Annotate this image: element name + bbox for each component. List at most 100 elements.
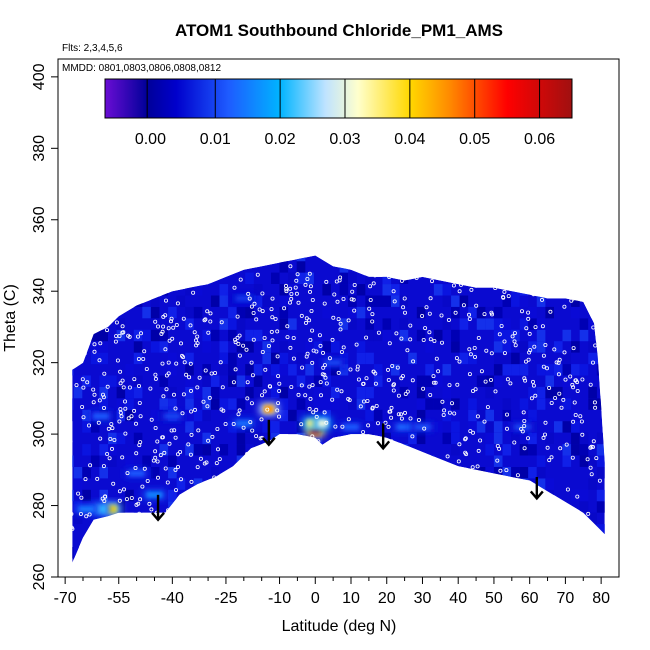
heatmap-cell	[236, 444, 246, 456]
heatmap-cell	[236, 467, 246, 479]
sample-marker	[276, 414, 281, 419]
heatmap-cell	[605, 410, 614, 421]
sample-marker	[526, 436, 531, 441]
heatmap-cell	[82, 295, 91, 307]
colorbar-tick-label: 0.01	[200, 131, 231, 148]
heatmap-cell	[210, 535, 220, 547]
sample-marker	[467, 347, 472, 352]
sample-marker	[92, 342, 97, 347]
heatmap-cell	[339, 364, 349, 376]
heatmap-cell	[493, 341, 503, 353]
sample-marker	[392, 525, 397, 530]
heatmap-cell	[562, 398, 572, 410]
sample-marker	[66, 408, 69, 411]
sample-marker	[169, 428, 174, 433]
heatmap-cell	[459, 352, 469, 365]
sample-marker	[366, 423, 371, 428]
sample-marker	[160, 435, 165, 440]
sample-marker	[499, 323, 504, 328]
heatmap-cell	[193, 501, 203, 513]
sample-marker	[383, 420, 388, 425]
heatmap-cell	[416, 432, 426, 445]
heatmap-cell	[210, 255, 220, 262]
sample-marker	[112, 437, 117, 442]
sample-marker	[403, 391, 408, 396]
heatmap-cell	[288, 501, 297, 513]
sample-marker	[474, 303, 479, 308]
heatmap-cell	[72, 547, 74, 559]
heatmap-cell	[133, 524, 143, 536]
sample-marker	[106, 426, 111, 431]
sample-marker	[322, 363, 327, 368]
sample-marker	[198, 456, 203, 461]
heatmap-cell	[537, 238, 546, 249]
heatmap-cell	[536, 341, 546, 353]
sample-marker	[187, 375, 192, 380]
heatmap-cell	[348, 512, 357, 525]
sample-marker	[557, 357, 562, 362]
heatmap-cell	[219, 318, 229, 330]
heatmap-cell	[99, 255, 108, 262]
heatmap-cell	[519, 318, 529, 330]
sample-marker	[314, 407, 319, 412]
sample-marker	[269, 329, 274, 334]
sample-marker	[251, 310, 256, 315]
heatmap-cell	[288, 455, 297, 467]
sample-marker	[117, 297, 122, 302]
heatmap-cell	[476, 467, 486, 479]
heatmap-cell	[588, 558, 597, 563]
sample-marker	[144, 366, 149, 371]
sample-marker	[376, 330, 381, 335]
y-tick-label: 360	[31, 206, 48, 233]
heatmap-cell	[228, 255, 237, 262]
heatmap-cell	[502, 398, 512, 410]
sample-marker	[318, 380, 323, 385]
heatmap-cell	[322, 467, 331, 479]
heatmap-cell	[485, 467, 494, 479]
sample-marker	[392, 299, 397, 304]
sample-marker	[472, 354, 477, 359]
sample-marker	[188, 388, 193, 393]
sample-marker	[319, 495, 324, 500]
sample-marker	[114, 334, 119, 339]
heatmap-cell	[348, 535, 357, 547]
sample-marker	[238, 277, 243, 282]
sample-marker	[309, 517, 314, 522]
sample-marker	[375, 421, 380, 426]
heatmap-cell	[253, 329, 263, 342]
sample-marker	[524, 326, 529, 331]
sample-marker	[87, 423, 92, 428]
colorbar-tick-label: 0.02	[265, 131, 296, 148]
sample-marker	[111, 481, 116, 486]
sample-marker	[120, 378, 125, 383]
sample-marker	[335, 299, 340, 304]
sample-marker	[522, 376, 527, 381]
heatmap-cell	[416, 501, 426, 513]
sample-marker	[158, 453, 163, 458]
sample-marker	[428, 392, 433, 397]
heatmap-cell	[459, 261, 469, 273]
hotspot	[414, 424, 431, 430]
sample-marker	[140, 484, 145, 489]
sample-marker	[463, 525, 468, 530]
sample-marker	[105, 451, 110, 456]
sample-marker	[133, 421, 138, 426]
sample-marker	[93, 300, 98, 305]
heatmap-cell	[159, 535, 169, 547]
heatmap-cell	[348, 306, 357, 319]
sample-marker	[404, 532, 409, 537]
heatmap-cell	[168, 501, 177, 513]
heatmap-cell	[485, 386, 494, 399]
sample-marker	[386, 377, 391, 382]
sample-marker	[118, 410, 123, 415]
sample-marker	[195, 279, 200, 284]
heatmap-cell	[133, 375, 143, 387]
heatmap-cell	[468, 398, 477, 410]
heatmap-cell	[596, 432, 605, 445]
sample-marker	[580, 432, 585, 437]
sample-marker	[470, 388, 475, 393]
heatmap-cell	[99, 558, 108, 563]
heatmap-cell	[245, 489, 254, 502]
heatmap-cell	[562, 421, 572, 433]
heatmap-cell	[176, 478, 186, 490]
